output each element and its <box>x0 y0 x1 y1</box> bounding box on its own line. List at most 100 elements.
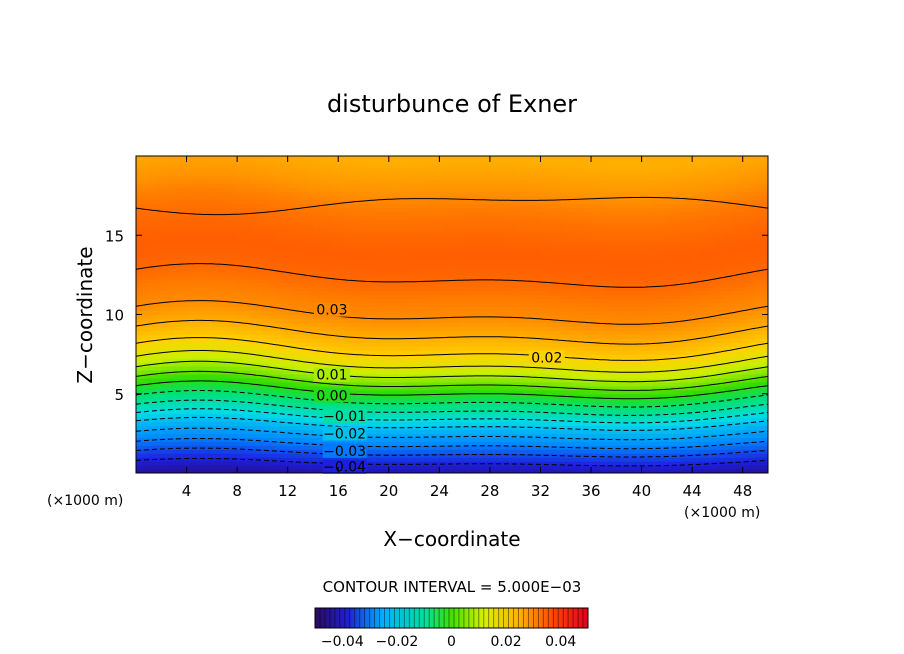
field-cell <box>173 302 181 308</box>
field-cell <box>414 445 421 450</box>
field-cell <box>205 326 213 331</box>
field-cell <box>433 413 440 419</box>
field-cell <box>407 219 415 224</box>
field-cell <box>439 290 447 296</box>
field-cell <box>521 449 529 454</box>
field-cell <box>161 393 169 399</box>
field-cell <box>401 235 409 240</box>
field-cell <box>281 314 289 320</box>
field-cell <box>382 413 390 419</box>
field-cell <box>388 358 396 363</box>
field-cell <box>489 366 497 371</box>
field-cell <box>173 274 181 280</box>
field-cell <box>489 286 497 292</box>
field-cell <box>395 322 403 327</box>
field-cell <box>439 191 447 197</box>
field-cell <box>230 369 238 375</box>
field-cell <box>357 350 365 355</box>
field-cell <box>173 334 181 339</box>
field-cell <box>148 215 156 220</box>
field-cell <box>496 302 504 308</box>
field-cell <box>180 377 188 383</box>
field-cell <box>192 346 200 351</box>
field-cell <box>154 457 162 462</box>
field-cell <box>439 369 447 375</box>
field-cell <box>287 377 295 383</box>
field-cell <box>306 350 314 355</box>
field-cell <box>369 433 377 438</box>
field-cell <box>211 278 219 284</box>
field-cell <box>439 437 447 442</box>
field-cell <box>319 247 327 252</box>
field-cell <box>186 286 194 292</box>
field-cell <box>287 156 295 161</box>
field-cell <box>275 187 282 193</box>
field-cell <box>439 171 447 177</box>
field-cell <box>496 461 504 466</box>
field-cell <box>433 294 440 300</box>
field-cell <box>445 274 453 280</box>
field-cell <box>395 441 403 446</box>
field-cell <box>300 259 308 264</box>
field-cell <box>515 159 523 165</box>
field-cell <box>395 310 403 316</box>
field-cell <box>395 274 403 280</box>
field-cell <box>173 405 181 411</box>
field-cell <box>199 239 207 244</box>
field-cell <box>230 326 238 331</box>
field-cell <box>376 306 384 312</box>
field-cell <box>287 195 295 201</box>
field-cell <box>508 449 516 454</box>
field-cell <box>211 187 219 193</box>
field-cell <box>382 270 390 276</box>
field-cell <box>515 207 523 213</box>
field-cell <box>477 322 485 327</box>
field-cell <box>357 191 365 197</box>
field-cell <box>426 203 434 209</box>
field-cell <box>407 373 415 379</box>
field-cell <box>294 195 301 201</box>
field-cell <box>350 421 358 427</box>
field-cell <box>376 227 384 232</box>
field-cell <box>445 286 453 292</box>
field-cell <box>420 251 428 256</box>
field-cell <box>161 255 169 260</box>
field-cell <box>262 461 270 466</box>
field-cell <box>306 179 314 185</box>
field-cell <box>401 314 409 320</box>
field-cell <box>515 215 523 220</box>
field-cell <box>331 243 339 248</box>
field-cell <box>464 362 472 367</box>
field-cell <box>407 262 415 268</box>
field-cell <box>483 401 491 407</box>
field-cell <box>205 294 213 300</box>
field-cell <box>186 251 194 256</box>
field-cell <box>136 453 143 458</box>
field-cell <box>173 330 181 335</box>
field-cell <box>369 231 377 236</box>
field-cell <box>369 409 377 415</box>
field-cell <box>502 453 510 458</box>
field-cell <box>154 278 162 284</box>
field-cell <box>161 373 169 379</box>
field-cell <box>306 453 314 458</box>
field-cell <box>249 203 257 209</box>
field-cell <box>294 362 301 367</box>
field-cell <box>439 405 447 411</box>
field-cell <box>325 457 333 462</box>
field-cell <box>312 282 320 288</box>
field-cell <box>268 203 276 209</box>
field-cell <box>388 203 396 209</box>
field-cell <box>167 207 175 213</box>
field-cell <box>262 302 270 308</box>
field-cell <box>224 362 232 367</box>
field-cell <box>243 465 251 470</box>
field-cell <box>205 385 213 391</box>
field-cell <box>306 211 314 217</box>
field-cell <box>325 441 333 446</box>
field-cell <box>331 298 339 304</box>
field-cell <box>458 385 466 391</box>
field-cell <box>470 187 478 193</box>
field-cell <box>148 286 156 292</box>
field-cell <box>527 326 535 331</box>
